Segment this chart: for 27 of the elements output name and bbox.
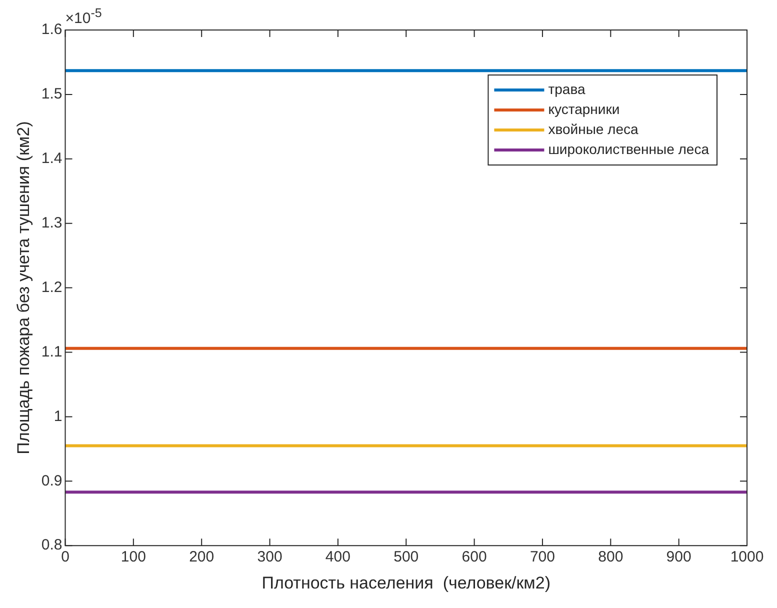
x-axis-title: Плотность населения (человек/км2) (262, 573, 550, 592)
y-axis-title: Площадь пожара без учета тушения (км2) (14, 121, 33, 454)
legend-label: кустарники (548, 100, 620, 117)
y-tick-label: 1.4 (41, 150, 62, 168)
x-tick-label: 1000 (730, 548, 764, 566)
x-tick-label: 800 (598, 548, 624, 566)
x-tick-label: 400 (325, 548, 350, 566)
x-tick-label: 600 (462, 548, 487, 566)
legend-label: трава (548, 80, 586, 97)
legend-label: широколиственные леса (548, 140, 710, 157)
text: ×10$^{-5}$ (65, 6, 102, 27)
x-tick-label: 300 (257, 548, 282, 566)
y-tick-label: 1.3 (41, 214, 62, 232)
x-tick-label: 100 (120, 548, 146, 566)
y-tick-label: 0.9 (41, 472, 62, 490)
y-tick-label: 0.8 (41, 536, 62, 554)
y-tick-label: 1.6 (41, 21, 62, 38)
x-tick-label: 700 (530, 548, 555, 566)
x-tick-label: 0 (61, 548, 70, 566)
y-tick-label: 1.1 (41, 343, 62, 360)
y-tick-label: 1.2 (41, 278, 62, 296)
y-tick-label: 1.5 (41, 86, 62, 103)
legend-label: хвойные леса (548, 120, 639, 137)
x-tick-label: 200 (189, 548, 214, 566)
x-tick-label: 900 (666, 548, 692, 566)
x-tick-label: 500 (394, 548, 419, 566)
y-tick-label: 1 (54, 408, 62, 425)
